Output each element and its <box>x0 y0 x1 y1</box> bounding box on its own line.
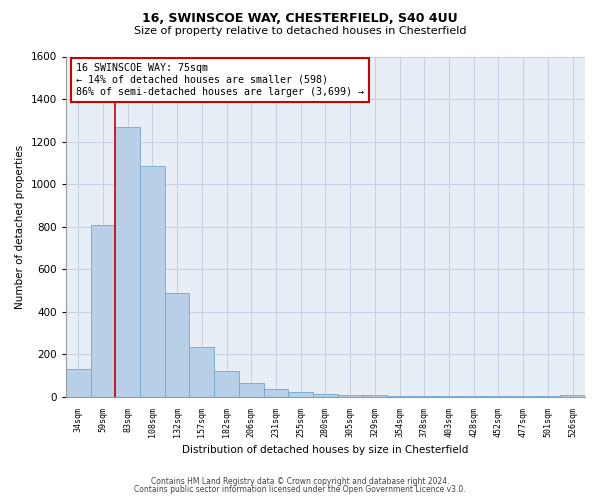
Bar <box>165 292 190 397</box>
Bar <box>66 370 91 397</box>
Text: Contains HM Land Registry data © Crown copyright and database right 2024.: Contains HM Land Registry data © Crown c… <box>151 477 449 486</box>
Bar <box>140 166 165 397</box>
Text: Size of property relative to detached houses in Chesterfield: Size of property relative to detached ho… <box>134 26 466 36</box>
Bar <box>437 396 461 397</box>
Bar <box>313 394 338 397</box>
Bar <box>91 224 115 397</box>
Bar <box>289 392 313 397</box>
Bar <box>560 395 585 397</box>
Y-axis label: Number of detached properties: Number of detached properties <box>15 144 25 309</box>
Text: 16 SWINSCOE WAY: 75sqm
← 14% of detached houses are smaller (598)
86% of semi-de: 16 SWINSCOE WAY: 75sqm ← 14% of detached… <box>76 64 364 96</box>
Bar <box>461 396 486 397</box>
Bar <box>511 396 536 397</box>
Text: 16, SWINSCOE WAY, CHESTERFIELD, S40 4UU: 16, SWINSCOE WAY, CHESTERFIELD, S40 4UU <box>142 12 458 26</box>
Bar <box>239 383 263 397</box>
Bar <box>486 396 511 397</box>
Bar <box>190 347 214 397</box>
Bar <box>387 396 412 397</box>
Bar <box>338 395 362 397</box>
Bar <box>362 395 387 397</box>
Text: Contains public sector information licensed under the Open Government Licence v3: Contains public sector information licen… <box>134 485 466 494</box>
Bar <box>263 389 289 397</box>
Bar <box>412 396 437 397</box>
Bar <box>536 396 560 397</box>
X-axis label: Distribution of detached houses by size in Chesterfield: Distribution of detached houses by size … <box>182 445 469 455</box>
Bar <box>115 126 140 397</box>
Bar <box>214 372 239 397</box>
